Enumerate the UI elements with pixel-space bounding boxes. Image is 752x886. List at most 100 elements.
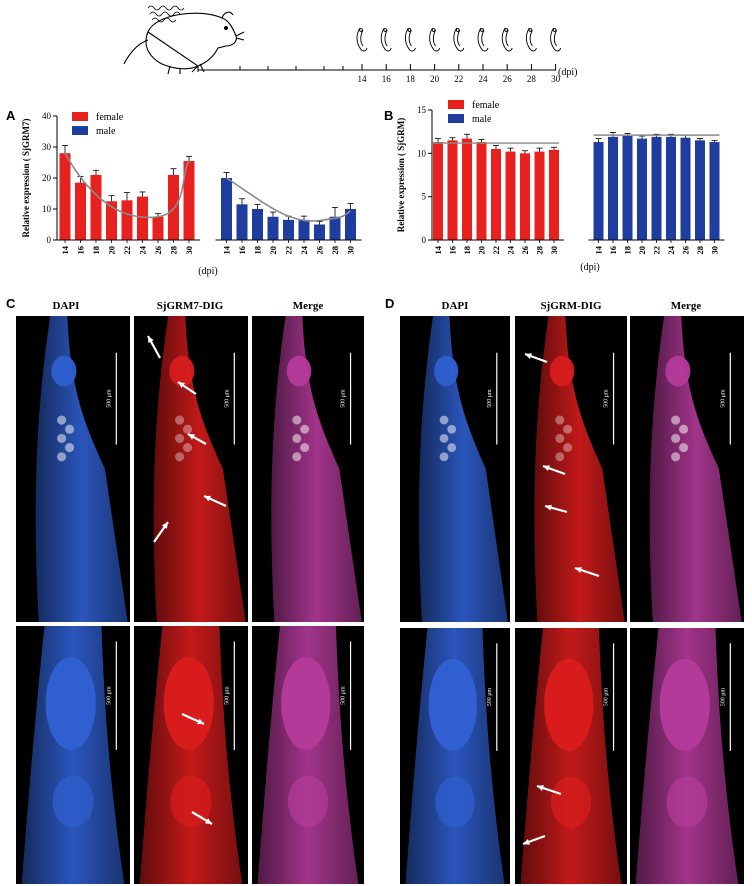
x-tick-label: 20 (268, 246, 278, 255)
y-tick-label: 10 (42, 204, 52, 214)
y-tick-label: 0 (47, 235, 52, 245)
arrowhead-icon (543, 465, 550, 472)
egg-cluster (57, 433, 67, 443)
bar-male (298, 219, 310, 240)
legend-label-male: male (472, 114, 492, 125)
cercariae-on-mouse (147, 5, 185, 23)
arrowhead-icon (161, 522, 168, 529)
bar-female (534, 151, 545, 240)
trend-line (64, 152, 190, 219)
worm-pair-icon (380, 27, 392, 52)
c-title-dapi: DAPI (52, 300, 80, 312)
ovary (659, 658, 710, 751)
x-tick-label: 24 (666, 245, 676, 254)
egg-cluster (563, 443, 573, 453)
bar-male (695, 140, 705, 240)
egg-cluster (555, 452, 565, 462)
x-tick-label: 20 (637, 246, 647, 255)
y-tick-label: 20 (42, 173, 52, 183)
micrograph-d-bot-dapi: 500 μm (400, 628, 510, 884)
egg-cluster (175, 415, 185, 425)
trend-line (226, 177, 351, 222)
x-tick-label: 14 (594, 245, 604, 254)
timeline-tick-label: 22 (454, 74, 463, 84)
c-title-merge: Merge (292, 300, 324, 312)
ventral-sucker (434, 355, 459, 387)
x-tick-label: 16 (237, 246, 247, 255)
timeline-tick-label: 24 (479, 74, 489, 84)
micrograph-c-bot-dig: 500 μm (134, 626, 248, 884)
bar-female (152, 216, 164, 240)
egg-cluster (447, 424, 457, 434)
worm-pair-icon (429, 27, 441, 52)
panel-letter-d: D (385, 296, 395, 311)
x-tick-label: 22 (122, 246, 132, 255)
arrowhead-icon (537, 785, 544, 791)
bar-female (505, 151, 516, 240)
mouse-illustration (123, 11, 245, 75)
x-tick-label: 26 (520, 246, 530, 255)
scale-bar-label: 500 μm (720, 688, 726, 707)
schistosome-body (271, 316, 362, 622)
x-tick-label: 30 (549, 246, 559, 255)
y-tick-label: 40 (42, 111, 52, 121)
bar-female (121, 200, 133, 240)
timeline-tick-label: 16 (382, 74, 392, 84)
bar-female (90, 174, 102, 240)
d-title-merge: Merge (670, 300, 702, 312)
x-tick-label: 22 (652, 246, 662, 255)
bar-male (608, 136, 618, 240)
arrowhead-icon (197, 718, 204, 725)
x-tick-label: 22 (491, 246, 501, 255)
ovary (163, 656, 214, 750)
egg-cluster (183, 443, 193, 453)
bar-female (520, 153, 530, 240)
ventral-sucker (51, 355, 77, 387)
bar-female (168, 174, 179, 240)
worm-pair-icon (356, 27, 368, 52)
egg-cluster (679, 424, 689, 434)
micrograph-d-bot-merge: 500 μm (630, 628, 744, 884)
y-tick-label: 0 (422, 235, 427, 245)
bar-male (345, 209, 356, 240)
y-axis-label: Relative expression ( SjGRM) (396, 118, 406, 233)
micrograph-d-top-dig: 500 μm (515, 316, 627, 622)
worm-pair-icon (501, 27, 513, 52)
arrowhead-icon (204, 495, 211, 502)
schistosome-body (153, 316, 246, 622)
ovary (45, 656, 96, 750)
bar-male (329, 216, 341, 240)
organ (666, 776, 708, 828)
legend-swatch-male (448, 114, 464, 123)
organ (435, 776, 475, 828)
x-axis-label: (dpi) (580, 262, 599, 273)
egg-cluster (671, 452, 681, 462)
bar-male (651, 136, 662, 240)
ventral-sucker (286, 355, 312, 387)
arrowhead-icon (148, 336, 154, 343)
y-tick-label: 30 (42, 142, 52, 152)
scale-bar-label: 500 μm (487, 389, 493, 408)
egg-cluster (175, 452, 185, 462)
bar-male (709, 142, 720, 240)
legend-label-female: female (472, 100, 500, 111)
egg-cluster (563, 424, 573, 434)
egg-cluster (671, 415, 681, 425)
timeline-unit: (dpi) (558, 67, 578, 78)
organ (287, 775, 329, 828)
y-tick-label: 5 (422, 192, 427, 202)
micrograph-d-top-dapi: 500 μm (400, 316, 510, 622)
x-tick-label: 20 (477, 246, 487, 255)
x-tick-label: 14 (60, 245, 70, 254)
schistosome-body (534, 316, 625, 622)
micrograph-c-bot-merge: 500 μm (252, 626, 364, 884)
x-axis-label: (dpi) (198, 266, 217, 277)
scale-bar-label: 500 μm (604, 389, 610, 408)
legend-swatch-female (72, 112, 88, 121)
bar-male (622, 136, 633, 240)
x-tick-label: 20 (107, 246, 117, 255)
bar-female (59, 153, 71, 240)
micrograph-c-bot-dapi: 500 μm (16, 626, 130, 884)
worm-pair-icon (404, 27, 416, 52)
scale-bar-label: 500 μm (341, 389, 347, 408)
